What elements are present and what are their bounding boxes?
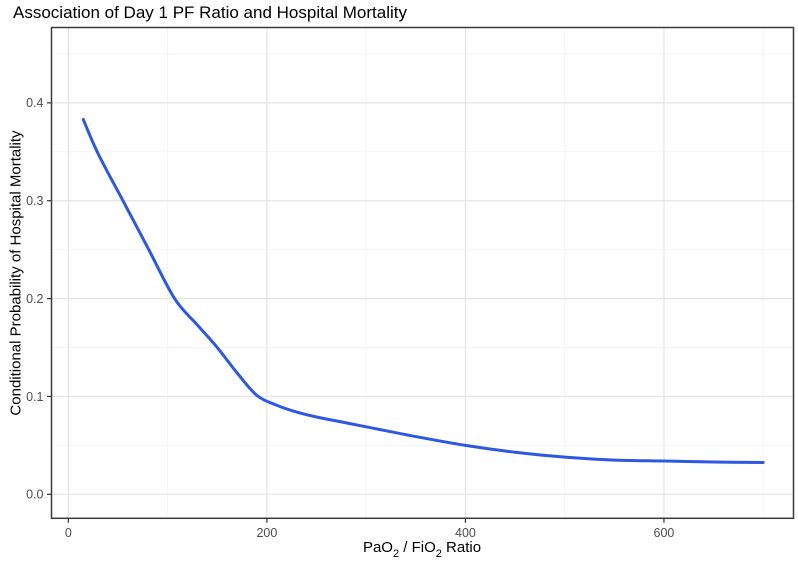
x-axis-title-subscript: 2: [392, 548, 400, 560]
chart-title: Association of Day 1 PF Ratio and Hospit…: [13, 3, 408, 22]
y-axis-title: Conditional Probability of Hospital Mort…: [7, 130, 25, 416]
minor-gridlines: [51, 27, 794, 519]
x-axis-title-text: Ratio: [441, 539, 482, 556]
y-tick-label: 0.0: [26, 488, 43, 502]
y-tick-label: 0.4: [26, 96, 43, 110]
x-tick-label: 200: [256, 526, 277, 540]
x-axis-title-text: PaO: [362, 539, 393, 556]
x-axis-title-text: / FiO: [399, 539, 436, 556]
y-tick-label: 0.3: [26, 194, 43, 208]
panel-border: [50, 26, 795, 520]
x-axis-title: PaO2 / FiO2 Ratio: [51, 539, 793, 560]
smooth-line: [81, 117, 765, 465]
y-tick-label: 0.1: [26, 390, 43, 404]
y-tick-label: 0.2: [26, 292, 43, 306]
y-axis-ticks: [47, 102, 52, 495]
x-axis-title-subscript: 2: [435, 548, 442, 560]
x-axis-tick-labels: 0 200 400 600: [65, 526, 675, 540]
plot-panel-background: [51, 27, 794, 519]
x-axis-ticks: [67, 518, 665, 523]
x-tick-label: 400: [455, 526, 476, 540]
major-gridlines: [51, 27, 794, 519]
y-axis-tick-labels: 0.0 0.1 0.2 0.3 0.4: [26, 96, 43, 501]
x-tick-label: 600: [654, 526, 675, 540]
x-tick-label: 0: [65, 526, 72, 540]
